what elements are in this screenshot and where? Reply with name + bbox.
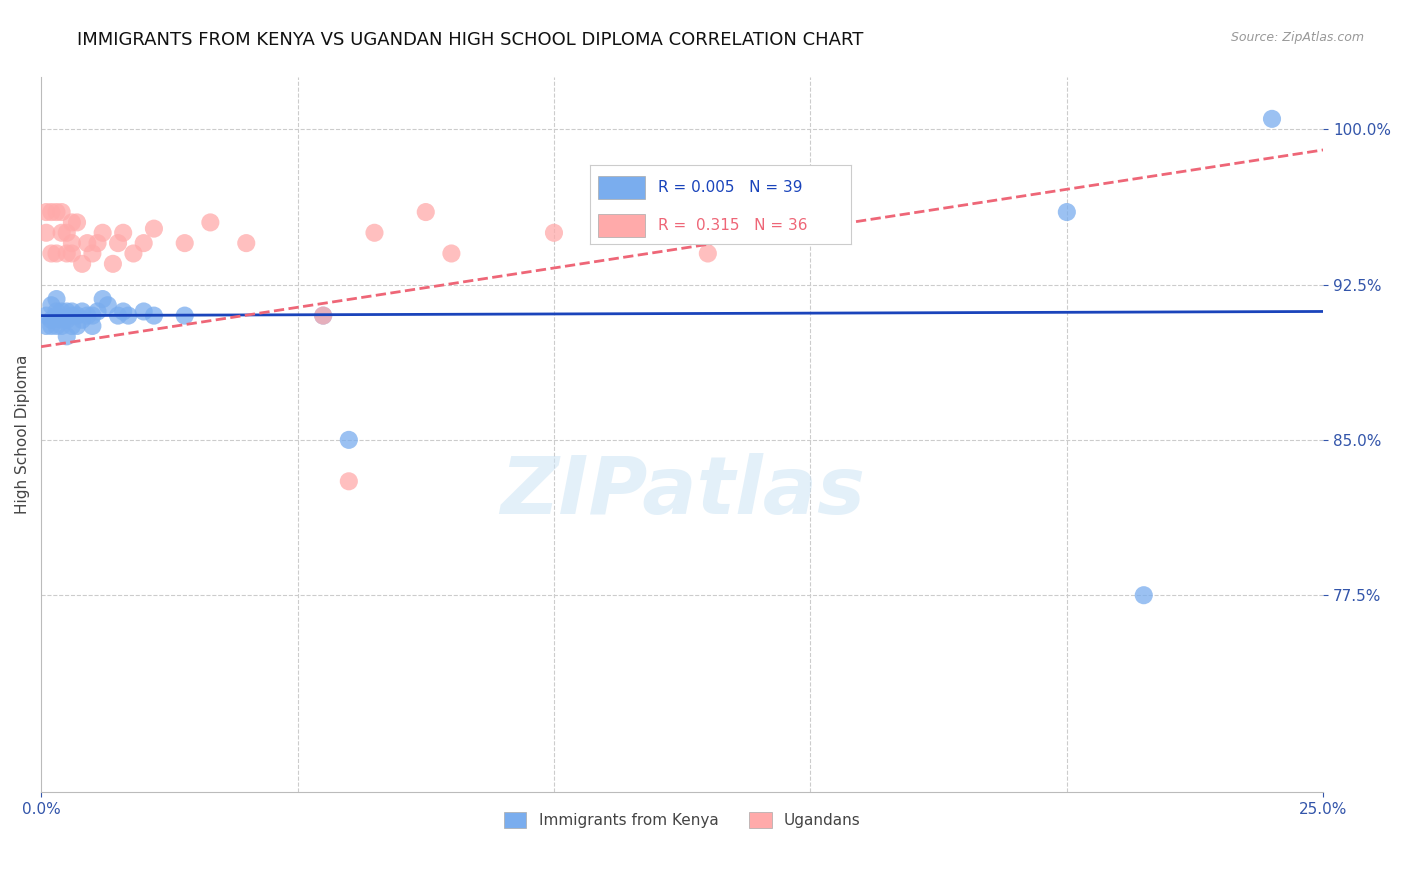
Point: [41, 312, 63, 326]
Point: [235, 236, 257, 251]
Point: [55, 246, 77, 260]
Point: [173, 309, 195, 323]
Point: [41, 298, 63, 312]
Point: [45, 309, 67, 323]
Point: [142, 221, 165, 235]
Point: [70, 304, 93, 318]
Point: [35, 309, 58, 323]
Text: ZIPatlas: ZIPatlas: [499, 453, 865, 531]
Point: [107, 236, 129, 251]
Point: [337, 475, 360, 489]
Point: [51, 205, 73, 219]
Point: [41, 246, 63, 260]
Point: [107, 309, 129, 323]
Text: Source: ZipAtlas.com: Source: ZipAtlas.com: [1230, 31, 1364, 45]
Point: [112, 226, 135, 240]
Legend: Immigrants from Kenya, Ugandans: Immigrants from Kenya, Ugandans: [498, 806, 868, 834]
Point: [66, 215, 89, 229]
Point: [91, 226, 114, 240]
Point: [1056, 205, 1078, 219]
Point: [35, 226, 58, 240]
Point: [173, 236, 195, 251]
Point: [337, 433, 360, 447]
Point: [543, 226, 565, 240]
Text: R = 0.005   N = 39: R = 0.005 N = 39: [658, 180, 803, 195]
Point: [97, 298, 120, 312]
FancyBboxPatch shape: [598, 177, 645, 199]
Point: [112, 304, 135, 318]
Point: [45, 205, 67, 219]
Point: [60, 304, 83, 318]
Point: [200, 215, 222, 229]
Point: [86, 236, 108, 251]
Point: [45, 246, 67, 260]
Point: [60, 236, 83, 251]
Point: [51, 312, 73, 326]
Point: [66, 318, 89, 333]
Point: [363, 226, 385, 240]
Point: [51, 304, 73, 318]
FancyBboxPatch shape: [598, 214, 645, 236]
Point: [70, 312, 93, 326]
Point: [45, 304, 67, 318]
Point: [41, 205, 63, 219]
Point: [35, 318, 58, 333]
Point: [45, 292, 67, 306]
Point: [41, 318, 63, 333]
Point: [91, 292, 114, 306]
Point: [415, 205, 437, 219]
Point: [60, 215, 83, 229]
Point: [82, 246, 104, 260]
Point: [60, 309, 83, 323]
Point: [76, 309, 98, 323]
Point: [132, 304, 155, 318]
Point: [312, 309, 335, 323]
Text: R =  0.315   N = 36: R = 0.315 N = 36: [658, 218, 807, 233]
Point: [55, 312, 77, 326]
Point: [45, 318, 67, 333]
Point: [82, 318, 104, 333]
Point: [55, 226, 77, 240]
Point: [440, 246, 463, 260]
Point: [82, 309, 104, 323]
Point: [35, 205, 58, 219]
Point: [70, 257, 93, 271]
Point: [101, 257, 124, 271]
Point: [55, 304, 77, 318]
Point: [66, 309, 89, 323]
Point: [55, 329, 77, 343]
Point: [132, 236, 155, 251]
Point: [142, 309, 165, 323]
Point: [696, 246, 718, 260]
Point: [122, 246, 145, 260]
Point: [1132, 588, 1154, 602]
Point: [76, 236, 98, 251]
Point: [51, 226, 73, 240]
Point: [312, 309, 335, 323]
Point: [60, 318, 83, 333]
Point: [60, 246, 83, 260]
Point: [86, 304, 108, 318]
Y-axis label: High School Diploma: High School Diploma: [15, 355, 30, 515]
Point: [593, 205, 616, 219]
Point: [51, 318, 73, 333]
Point: [1261, 112, 1284, 126]
Point: [117, 309, 139, 323]
Text: IMMIGRANTS FROM KENYA VS UGANDAN HIGH SCHOOL DIPLOMA CORRELATION CHART: IMMIGRANTS FROM KENYA VS UGANDAN HIGH SC…: [77, 31, 863, 49]
